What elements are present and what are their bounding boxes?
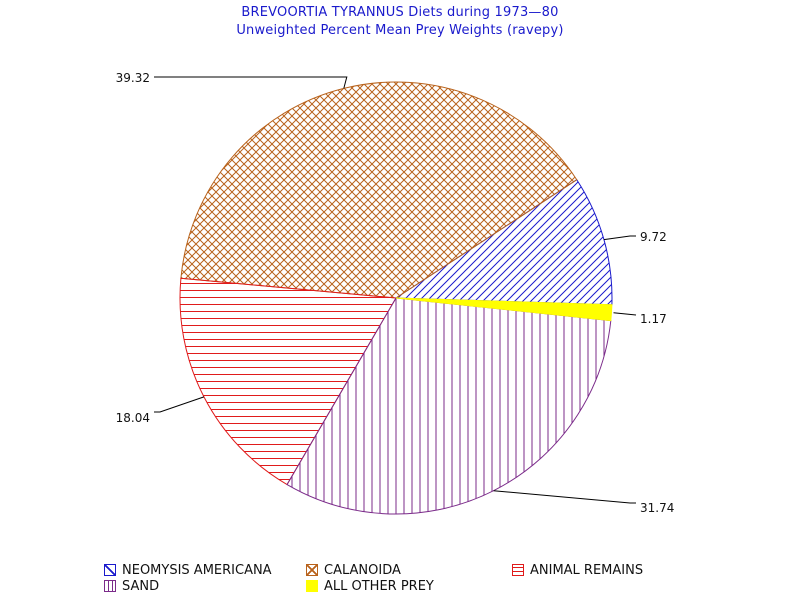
chart-subtitle: Unweighted Percent Mean Prey Weights (ra… xyxy=(236,23,564,38)
legend-label: ALL OTHER PREY xyxy=(324,579,434,594)
legend-item-sand: SAND xyxy=(104,579,159,595)
pie-chart: 9.72 39.32 18.04 31.74 1.17 xyxy=(116,71,675,515)
legend-label: CALANOIDA xyxy=(324,563,401,578)
leader-line xyxy=(493,490,636,504)
slice-value-label: 9.72 xyxy=(640,230,667,244)
pie-slice-all-other-prey xyxy=(395,297,613,322)
legend-label: ANIMAL REMAINS xyxy=(530,563,644,578)
leader-line xyxy=(154,396,205,413)
legend-item-animal-remains: ANIMAL REMAINS xyxy=(512,563,643,579)
legend-item-neomysis-americana: NEOMYSIS AMERICANA xyxy=(104,563,272,579)
slice-value-label: 18.04 xyxy=(116,411,150,425)
slice-value-label: 39.32 xyxy=(116,71,150,85)
legend-swatch xyxy=(104,564,116,576)
leader-line xyxy=(154,76,348,89)
legend-swatch xyxy=(512,564,524,576)
pie-slice-animal-remains xyxy=(179,277,397,486)
chart-title: BREVOORTIA TYRANNUS Diets during 1973—80 xyxy=(241,5,559,20)
legend-swatch xyxy=(306,564,318,576)
pie-slice-sand xyxy=(286,297,612,515)
pie-slice-neomysis-americana xyxy=(394,179,613,306)
legend-item-all-other-prey: ALL OTHER PREY xyxy=(306,579,434,595)
legend-label: SAND xyxy=(122,579,160,594)
legend-swatch xyxy=(306,580,318,592)
slice-value-label: 31.74 xyxy=(640,501,674,515)
legend-label: NEOMYSIS AMERICANA xyxy=(122,563,272,578)
slice-value-label: 1.17 xyxy=(640,312,667,326)
legend-item-calanoida: CALANOIDA xyxy=(306,563,401,579)
leader-line xyxy=(603,235,636,241)
legend-swatch xyxy=(104,580,116,592)
leader-line xyxy=(613,312,637,316)
